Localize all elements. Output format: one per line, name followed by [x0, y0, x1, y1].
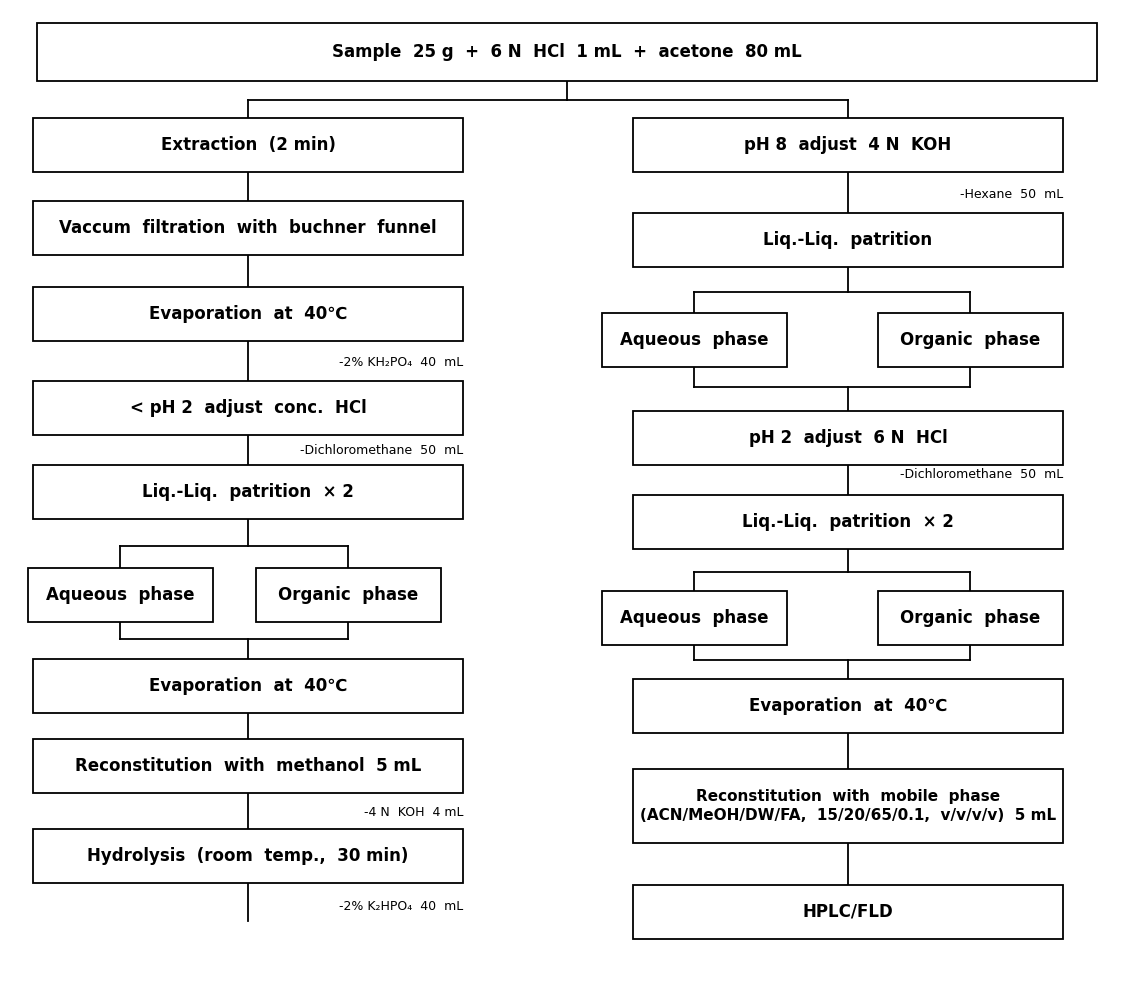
FancyBboxPatch shape	[633, 118, 1063, 172]
Text: Aqueous  phase: Aqueous phase	[45, 586, 194, 604]
Text: pH 8  adjust  4 N  KOH: pH 8 adjust 4 N KOH	[745, 136, 951, 154]
Text: Liq.-Liq.  patrition: Liq.-Liq. patrition	[764, 231, 933, 249]
Text: Extraction  (2 min): Extraction (2 min)	[160, 136, 336, 154]
Text: Organic  phase: Organic phase	[900, 609, 1040, 627]
FancyBboxPatch shape	[33, 465, 463, 519]
Text: -Hexane  50  mL: -Hexane 50 mL	[960, 187, 1063, 200]
Text: Liq.-Liq.  patrition  × 2: Liq.-Liq. patrition × 2	[142, 483, 354, 501]
FancyBboxPatch shape	[33, 739, 463, 793]
FancyBboxPatch shape	[255, 568, 440, 622]
Text: Hydrolysis  (room  temp.,  30 min): Hydrolysis (room temp., 30 min)	[87, 847, 409, 865]
FancyBboxPatch shape	[37, 23, 1098, 81]
FancyBboxPatch shape	[877, 313, 1062, 367]
FancyBboxPatch shape	[33, 201, 463, 255]
FancyBboxPatch shape	[633, 411, 1063, 465]
Text: Reconstitution  with  methanol  5 mL: Reconstitution with methanol 5 mL	[75, 757, 421, 775]
Text: Vaccum  filtration  with  buchner  funnel: Vaccum filtration with buchner funnel	[59, 219, 437, 237]
Text: -4 N  KOH  4 mL: -4 N KOH 4 mL	[363, 806, 463, 818]
Text: Evaporation  at  40℃: Evaporation at 40℃	[749, 697, 948, 715]
Text: -Dichloromethane  50  mL: -Dichloromethane 50 mL	[300, 444, 463, 457]
FancyBboxPatch shape	[633, 885, 1063, 939]
Text: Aqueous  phase: Aqueous phase	[620, 331, 768, 349]
Text: Liq.-Liq.  patrition  × 2: Liq.-Liq. patrition × 2	[742, 513, 953, 531]
FancyBboxPatch shape	[33, 829, 463, 883]
Text: -2% K₂HPO₄  40  mL: -2% K₂HPO₄ 40 mL	[338, 900, 463, 913]
FancyBboxPatch shape	[33, 287, 463, 341]
FancyBboxPatch shape	[602, 313, 787, 367]
Text: Evaporation  at  40℃: Evaporation at 40℃	[149, 677, 347, 695]
FancyBboxPatch shape	[633, 495, 1063, 549]
FancyBboxPatch shape	[633, 679, 1063, 733]
Text: Organic  phase: Organic phase	[278, 586, 418, 604]
FancyBboxPatch shape	[27, 568, 212, 622]
FancyBboxPatch shape	[33, 659, 463, 713]
Text: -Dichloromethane  50  mL: -Dichloromethane 50 mL	[900, 468, 1063, 481]
Text: Sample  25 g  +  6 N  HCl  1 mL  +  acetone  80 mL: Sample 25 g + 6 N HCl 1 mL + acetone 80 …	[333, 43, 801, 61]
FancyBboxPatch shape	[877, 591, 1062, 645]
FancyBboxPatch shape	[33, 118, 463, 172]
Text: HPLC/FLD: HPLC/FLD	[802, 903, 893, 921]
FancyBboxPatch shape	[602, 591, 787, 645]
Text: -2% KH₂PO₄  40  mL: -2% KH₂PO₄ 40 mL	[338, 355, 463, 368]
Text: Reconstitution  with  mobile  phase
(ACN/MeOH/DW/FA,  15/20/65/0.1,  v/v/v/v)  5: Reconstitution with mobile phase (ACN/Me…	[640, 789, 1056, 823]
Text: < pH 2  adjust  conc.  HCl: < pH 2 adjust conc. HCl	[129, 399, 367, 417]
FancyBboxPatch shape	[633, 769, 1063, 843]
Text: Evaporation  at  40℃: Evaporation at 40℃	[149, 305, 347, 323]
FancyBboxPatch shape	[33, 381, 463, 435]
FancyBboxPatch shape	[633, 213, 1063, 267]
Text: pH 2  adjust  6 N  HCl: pH 2 adjust 6 N HCl	[749, 429, 948, 447]
Text: Organic  phase: Organic phase	[900, 331, 1040, 349]
Text: Aqueous  phase: Aqueous phase	[620, 609, 768, 627]
